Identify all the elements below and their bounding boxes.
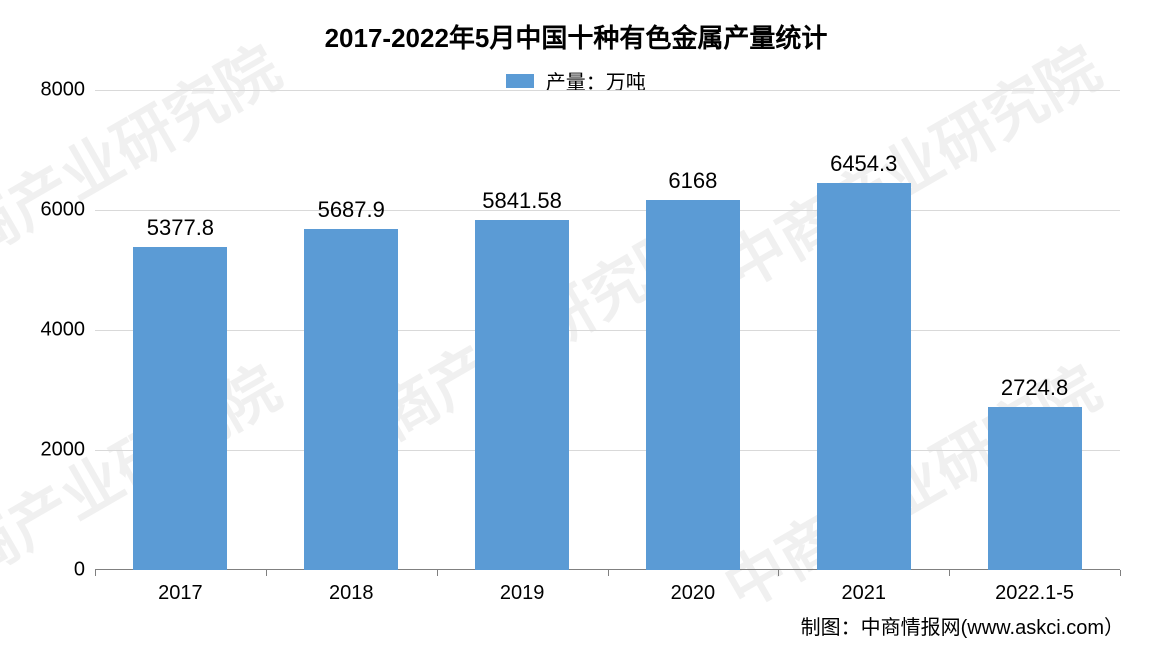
plot-area: 020004000600080005377.820175687.92018584… bbox=[95, 90, 1120, 570]
bar: 5687.9 bbox=[304, 229, 398, 570]
bar-value-label: 6454.3 bbox=[830, 151, 897, 183]
y-tick-label: 6000 bbox=[41, 199, 96, 222]
gridline bbox=[95, 450, 1120, 451]
chart-title: 2017-2022年5月中国十种有色金属产量统计 bbox=[0, 18, 1152, 55]
bar: 5841.58 bbox=[475, 220, 569, 570]
y-tick-label: 4000 bbox=[41, 319, 96, 342]
x-tick-mark bbox=[778, 570, 779, 576]
bar: 2724.8 bbox=[988, 407, 1082, 570]
x-tick-mark bbox=[437, 570, 438, 576]
x-tick-mark bbox=[949, 570, 950, 576]
bar-value-label: 6168 bbox=[668, 168, 717, 200]
bar-value-label: 5687.9 bbox=[318, 197, 385, 229]
bar: 6454.3 bbox=[817, 183, 911, 570]
gridline bbox=[95, 210, 1120, 211]
x-tick-label: 2021 bbox=[842, 570, 887, 605]
x-tick-label: 2018 bbox=[329, 570, 374, 605]
y-tick-label: 8000 bbox=[41, 79, 96, 102]
x-tick-label: 2017 bbox=[158, 570, 203, 605]
bar-value-label: 5377.8 bbox=[147, 215, 214, 247]
x-tick-label: 2019 bbox=[500, 570, 545, 605]
bar: 6168 bbox=[646, 200, 740, 570]
y-tick-label: 0 bbox=[74, 559, 95, 582]
x-tick-label: 2022.1-5 bbox=[995, 570, 1074, 605]
gridline bbox=[95, 330, 1120, 331]
x-tick-mark bbox=[1120, 570, 1121, 576]
gridline bbox=[95, 90, 1120, 91]
legend-swatch bbox=[506, 74, 534, 88]
x-tick-label: 2020 bbox=[671, 570, 716, 605]
x-tick-mark bbox=[95, 570, 96, 576]
bar-value-label: 2724.8 bbox=[1001, 375, 1068, 407]
credit-text: 制图：中商情报网(www.askci.com） bbox=[801, 611, 1124, 640]
x-tick-mark bbox=[266, 570, 267, 576]
bar-value-label: 5841.58 bbox=[482, 188, 562, 220]
bar: 5377.8 bbox=[133, 247, 227, 570]
chart-container: 中商产业研究院中商产业研究院中商产业研究院中商产业研究院中商产业研究院 2017… bbox=[0, 0, 1152, 654]
y-tick-label: 2000 bbox=[41, 439, 96, 462]
x-tick-mark bbox=[608, 570, 609, 576]
